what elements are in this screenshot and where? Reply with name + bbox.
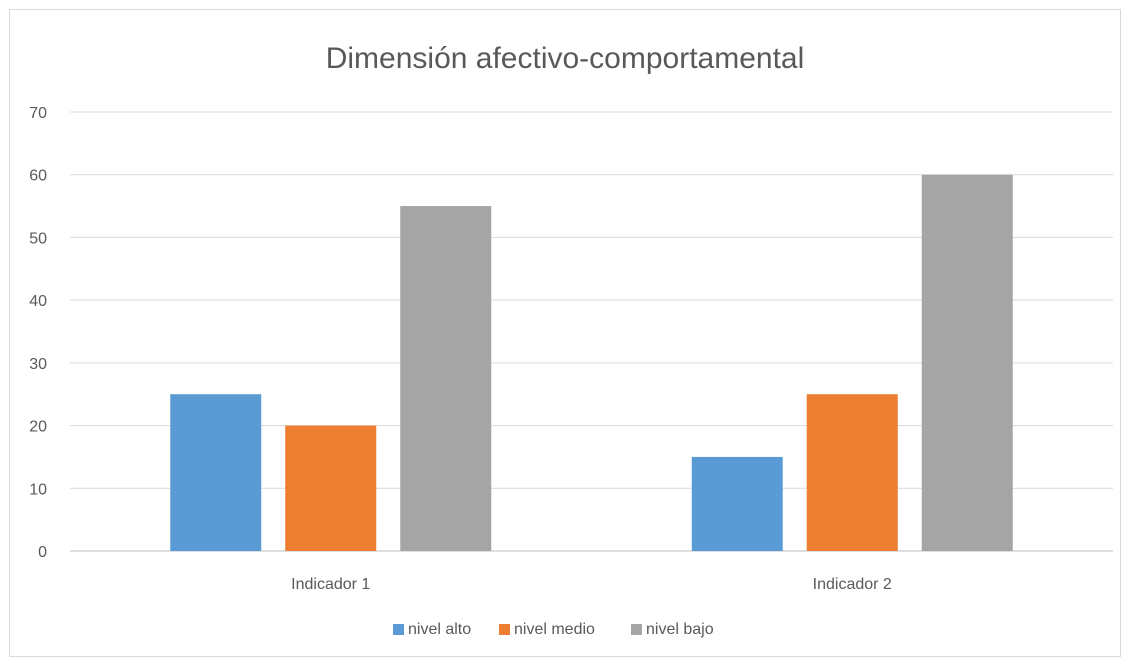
- category-label: Indicador 2: [813, 576, 892, 593]
- legend-label: nivel bajo: [646, 621, 714, 638]
- legend-label: nivel medio: [514, 621, 595, 638]
- y-tick-label: 10: [29, 481, 47, 498]
- bar-nivel-medio-2: [806, 394, 898, 551]
- y-tick-label: 30: [29, 356, 47, 373]
- y-tick-label: 70: [29, 105, 47, 122]
- legend-swatch: [393, 624, 404, 635]
- legend-swatch: [499, 624, 510, 635]
- bar-nivel-bajo-2: [921, 174, 1013, 551]
- x-axis: Indicador 1 Indicador 2: [291, 576, 892, 593]
- bar-nivel-medio-1: [285, 425, 377, 551]
- legend-label: nivel alto: [408, 621, 471, 638]
- bar-chart: Dimensión afectivo-comportamental 0 10 20 3…: [29, 42, 1113, 638]
- chart-frame: Dimensión afectivo-comportamental 0 10 20 3…: [9, 9, 1121, 657]
- legend-swatch: [631, 624, 642, 635]
- y-tick-label: 0: [38, 544, 47, 561]
- chart-title: Dimensión afectivo-comportamental: [326, 42, 805, 75]
- legend: nivel alto nivel medio nivel bajo: [393, 621, 714, 638]
- y-tick-label: 40: [29, 293, 47, 310]
- bar-nivel-alto-2: [691, 456, 783, 551]
- bar-nivel-bajo-1: [400, 206, 492, 552]
- y-tick-label: 60: [29, 168, 47, 185]
- y-tick-label: 20: [29, 419, 47, 436]
- category-label: Indicador 1: [291, 576, 370, 593]
- y-axis: 0 10 20 30 40 50 60 70: [29, 105, 47, 561]
- bars: [170, 174, 1013, 552]
- bar-nivel-alto-1: [170, 394, 262, 551]
- y-tick-label: 50: [29, 230, 47, 247]
